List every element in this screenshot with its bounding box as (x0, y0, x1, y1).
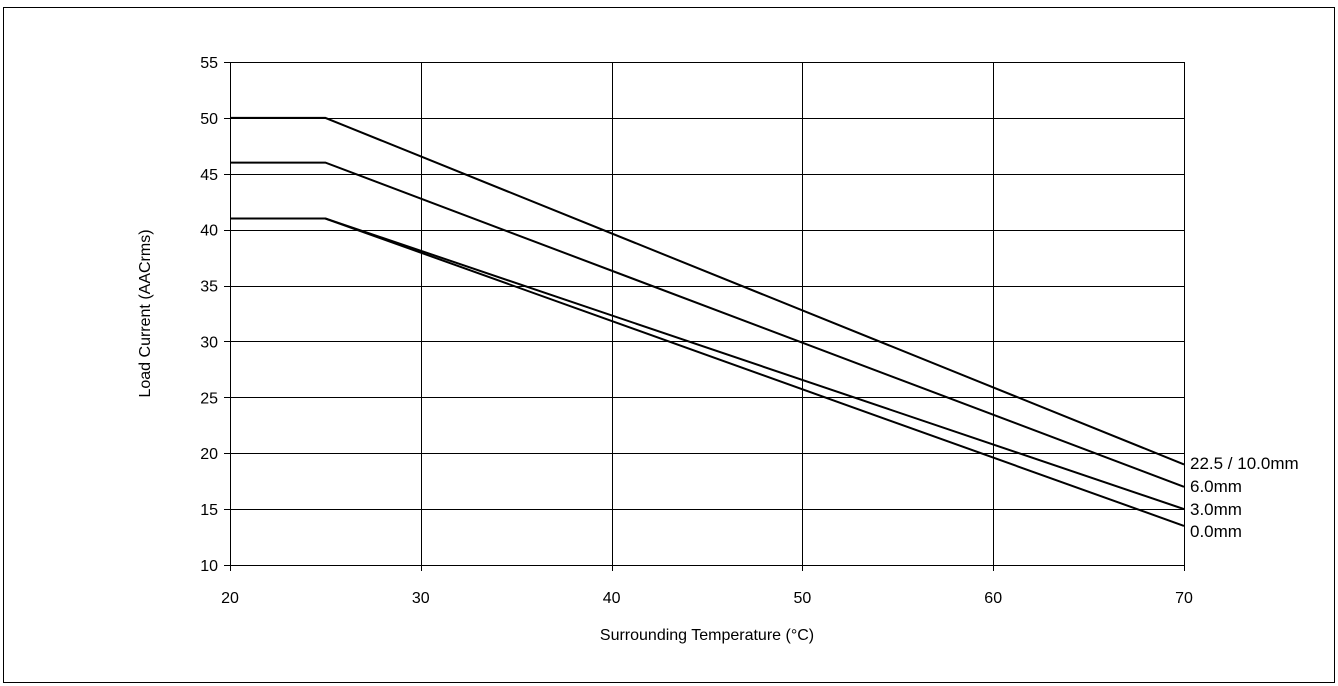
y-tick-label: 15 (200, 502, 218, 519)
x-tick-label: 30 (412, 590, 430, 607)
y-tick-label: 35 (200, 279, 218, 296)
x-tick-label: 70 (1175, 590, 1193, 607)
tick-layer: 10 15 20 25 30 35 40 45 50 55 20 30 40 50 60 70 (200, 55, 1193, 607)
y-tick-label: 50 (200, 111, 218, 128)
y-tick-label: 30 (200, 334, 218, 351)
x-tick-label: 40 (603, 590, 621, 607)
chart-frame (3, 7, 1335, 683)
series-line (230, 217, 1185, 527)
x-tick-label: 60 (984, 590, 1002, 607)
y-tick-label: 40 (200, 223, 218, 240)
y-tick-label: 25 (200, 390, 218, 407)
grid-layer (224, 62, 1185, 571)
y-tick-label: 10 (200, 558, 218, 575)
x-tick-label: 50 (794, 590, 812, 607)
series-label: 0.0mm (1190, 522, 1242, 541)
y-tick-label: 20 (200, 446, 218, 463)
series-label: 3.0mm (1190, 500, 1242, 519)
y-tick-label: 45 (200, 167, 218, 184)
series-line (230, 161, 1185, 488)
x-tick-label: 20 (221, 590, 239, 607)
series-layer (230, 116, 1185, 527)
series-line (230, 217, 1185, 511)
plot-area-border (230, 62, 1185, 566)
series-line (230, 116, 1185, 466)
y-tick-label: 55 (200, 55, 218, 72)
x-axis-title: Surrounding Temperature (°C) (600, 627, 814, 644)
y-axis-title: Load Current (AACrms) (137, 229, 154, 397)
series-label: 6.0mm (1190, 477, 1242, 496)
series-label-layer: 22.5 / 10.0mm 6.0mm 3.0mm 0.0mm (1190, 454, 1299, 541)
series-label: 22.5 / 10.0mm (1190, 454, 1299, 473)
